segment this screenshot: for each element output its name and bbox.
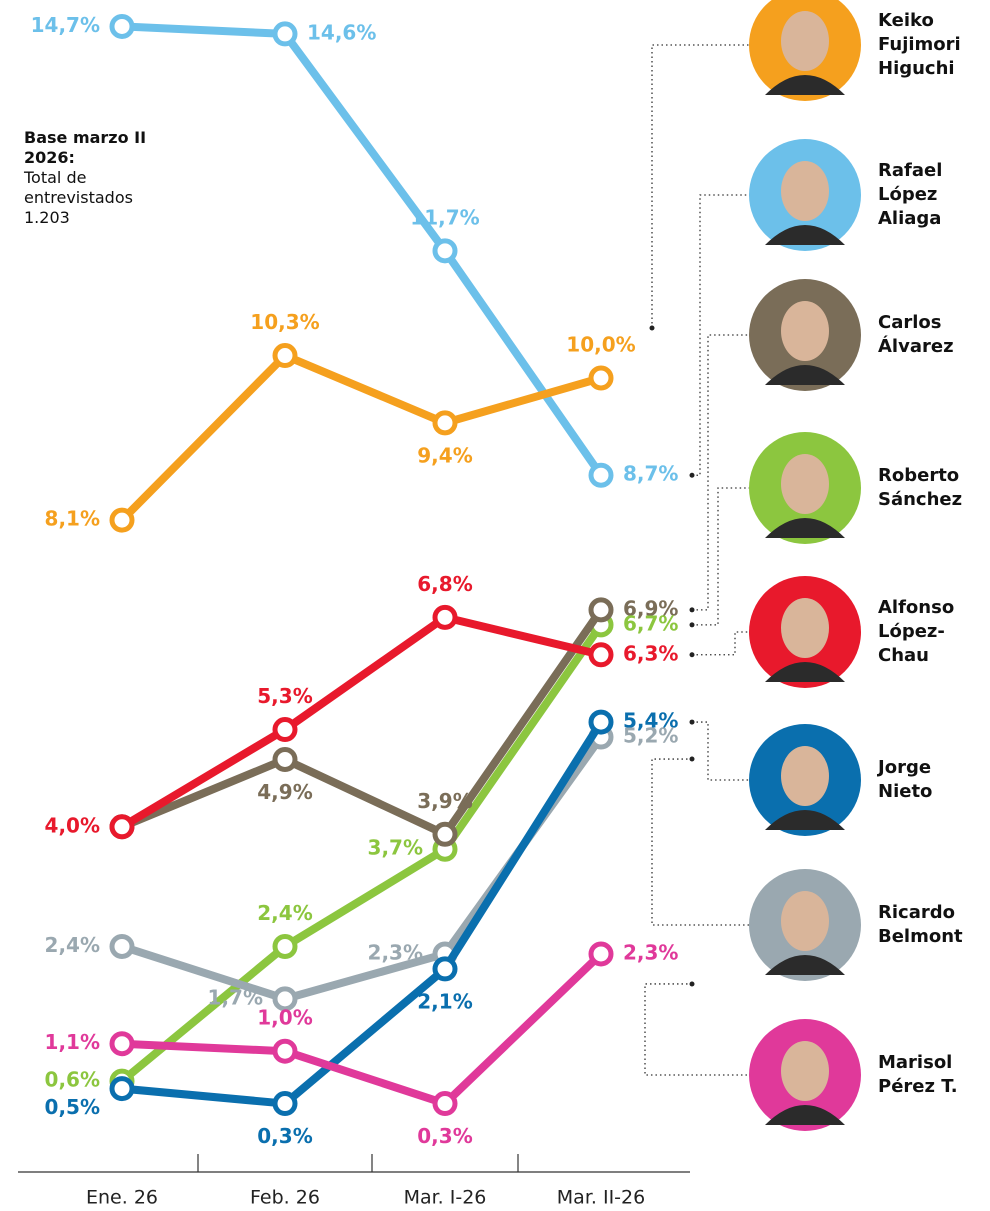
connector-dot — [690, 720, 695, 725]
value-label: 1,7% — [208, 985, 263, 1009]
point — [112, 16, 132, 36]
note-text: Total de entrevistados 1.203 — [24, 168, 133, 227]
value-label: 3,7% — [368, 836, 423, 860]
point — [112, 1079, 132, 1099]
value-label: 3,9% — [417, 789, 472, 813]
point — [591, 645, 611, 665]
point — [112, 510, 132, 530]
connector-dot — [690, 981, 695, 986]
point — [275, 936, 295, 956]
legend-name: Rafael López Aliaga — [878, 159, 978, 231]
value-label: 5,3% — [257, 684, 312, 708]
legend-name: Keiko Fujimori Higuchi — [878, 9, 978, 81]
value-label: 4,9% — [257, 780, 312, 804]
point — [275, 720, 295, 740]
value-label: 14,7% — [31, 13, 100, 37]
legend-name: Marisol Pérez T. — [878, 1051, 978, 1099]
value-label: 0,6% — [45, 1068, 100, 1092]
value-label: 1,1% — [45, 1030, 100, 1054]
point — [591, 712, 611, 732]
value-label: 2,4% — [257, 901, 312, 925]
point — [112, 936, 132, 956]
legend-name: Jorge Nieto — [878, 756, 978, 804]
connector — [645, 984, 750, 1075]
photo-head — [781, 301, 829, 361]
x-tick-label: Mar. I-26 — [404, 1187, 487, 1209]
value-label: 9,4% — [417, 443, 472, 467]
line — [122, 356, 601, 521]
point — [112, 817, 132, 837]
point — [275, 24, 295, 44]
connector-dot — [690, 607, 695, 612]
line — [122, 625, 601, 1081]
value-label: 6,3% — [623, 641, 678, 665]
connector — [692, 632, 750, 655]
connector-dot — [690, 622, 695, 627]
x-tick-label: Ene. 26 — [86, 1187, 158, 1209]
legend-name: Roberto Sánchez — [878, 464, 978, 512]
value-label: 6,7% — [623, 611, 678, 635]
x-tick-label: Mar. II-26 — [557, 1187, 645, 1209]
point — [275, 1041, 295, 1061]
value-label: 11,7% — [410, 205, 479, 229]
point — [275, 749, 295, 769]
value-label: 14,6% — [307, 20, 376, 44]
point — [591, 368, 611, 388]
point — [435, 607, 455, 627]
photo-head — [781, 161, 829, 221]
point — [591, 600, 611, 620]
connector-dot — [690, 473, 695, 478]
line — [122, 737, 601, 999]
connector — [652, 759, 750, 925]
value-label: 0,3% — [257, 1124, 312, 1148]
value-label: 8,7% — [623, 462, 678, 486]
point — [591, 465, 611, 485]
legend-name: Alfonso López-Chau — [878, 596, 978, 668]
value-label: 2,1% — [417, 989, 472, 1013]
connector-dot — [650, 326, 655, 331]
value-label: 6,8% — [417, 572, 472, 596]
point — [112, 1034, 132, 1054]
connector — [692, 335, 750, 610]
value-label: 2,3% — [368, 940, 423, 964]
note-title: Base marzo II 2026: — [24, 128, 174, 168]
point — [435, 959, 455, 979]
legend-name: Carlos Álvarez — [878, 311, 978, 359]
photo-head — [781, 454, 829, 514]
point — [591, 944, 611, 964]
connector — [692, 722, 750, 780]
value-label: 0,3% — [417, 1124, 472, 1148]
point — [435, 413, 455, 433]
value-label: 2,3% — [623, 940, 678, 964]
connector — [692, 488, 750, 625]
connector — [652, 45, 750, 328]
photo-head — [781, 891, 829, 951]
chart: Ene. 26 Feb. 26 Mar. I-26 Mar. II-26 8,1% 10,… — [0, 0, 990, 1211]
connector-dot — [690, 757, 695, 762]
value-label: 1,0% — [257, 1006, 312, 1030]
line — [122, 26, 601, 475]
value-label: 0,5% — [45, 1095, 100, 1119]
legend-name: Ricardo Belmont — [878, 901, 978, 949]
photo-head — [781, 598, 829, 658]
x-tick-label: Feb. 26 — [250, 1187, 320, 1209]
value-label: 5,2% — [623, 724, 678, 748]
point — [435, 241, 455, 261]
value-label: 10,3% — [250, 310, 319, 334]
point — [435, 1094, 455, 1114]
note: Base marzo II 2026: Total de entrevistad… — [24, 128, 174, 228]
point — [435, 824, 455, 844]
value-label: 4,0% — [45, 813, 100, 837]
point — [275, 346, 295, 366]
photo-head — [781, 1041, 829, 1101]
value-label: 10,0% — [566, 333, 635, 357]
photo-head — [781, 746, 829, 806]
photo-head — [781, 11, 829, 71]
connector-dot — [690, 652, 695, 657]
value-label: 2,4% — [45, 933, 100, 957]
point — [275, 1094, 295, 1114]
value-label: 8,1% — [45, 507, 100, 531]
